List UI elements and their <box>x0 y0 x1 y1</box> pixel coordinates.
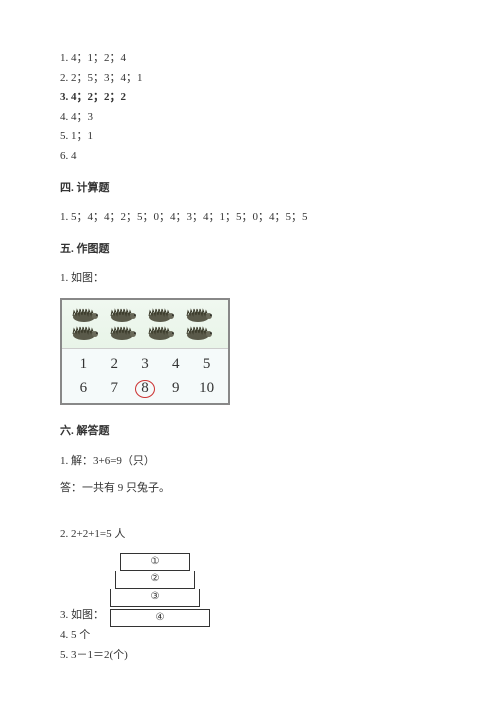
hedgehog-icon <box>70 306 100 322</box>
hedgehog-icon <box>146 324 176 340</box>
number-cell: 6 <box>68 376 99 400</box>
number-cell: 4 <box>160 352 191 376</box>
stack-row: ③ <box>110 589 200 607</box>
hedgehog-area <box>62 300 228 349</box>
number-cell: 10 <box>191 376 222 400</box>
figure-box: 12345 678910 <box>60 298 230 405</box>
answer-line-1: 1. 4；1；2；4 <box>60 50 440 68</box>
number-cell: 1 <box>68 352 99 376</box>
answer-line-5: 5. 1；1 <box>60 128 440 146</box>
solve-item-5: 5. 3－1＝2(个) <box>60 647 440 665</box>
draw-item-1-label: 1. 如图： <box>60 270 440 288</box>
number-cell: 7 <box>99 376 130 400</box>
solve-item-1a: 1. 解：3+6=9（只） <box>60 453 440 471</box>
answer-line-2: 2. 2；5；3；4；1 <box>60 70 440 88</box>
hedgehog-icon <box>184 306 214 322</box>
number-cell: 9 <box>160 376 191 400</box>
hedgehog-row-2 <box>70 324 220 340</box>
stack-row: ① <box>120 553 190 571</box>
answer-line-4: 4. 4；3 <box>60 109 440 127</box>
section-draw-title: 五. 作图题 <box>60 241 440 259</box>
hedgehog-icon <box>146 306 176 322</box>
stack-row: ④ <box>110 609 210 627</box>
stack-diagram-3: ④ <box>110 609 210 627</box>
number-cell: 2 <box>99 352 130 376</box>
stack-diagram-2: ①②③ <box>110 553 440 607</box>
number-cell: 5 <box>191 352 222 376</box>
circled-number: 8 <box>135 380 155 398</box>
stack-row: ② <box>115 571 195 589</box>
hedgehog-icon <box>184 324 214 340</box>
number-cell: 3 <box>130 352 161 376</box>
number-grid: 12345 678910 <box>62 349 228 403</box>
solve-item-1b: 答：一共有 9 只兔子。 <box>60 480 440 498</box>
calc-item-1: 1. 5；4；4；2；5；0；4；3；4；1；5；0；4；5；5 <box>60 209 440 227</box>
section-calc-title: 四. 计算题 <box>60 180 440 198</box>
hedgehog-row-1 <box>70 306 220 322</box>
hedgehog-icon <box>108 306 138 322</box>
hedgehog-icon <box>70 324 100 340</box>
section-solve-title: 六. 解答题 <box>60 423 440 441</box>
solve-item-3: 3. 如图： <box>60 607 104 625</box>
answer-line-3: 3. 4；2；2；2 <box>60 89 440 107</box>
answer-line-6: 6. 4 <box>60 148 440 166</box>
hedgehog-icon <box>108 324 138 340</box>
solve-item-4: 4. 5 个 <box>60 627 440 645</box>
number-cell: 8 <box>130 376 161 400</box>
solve-item-2: 2. 2+2+1=5 人 <box>60 526 440 544</box>
